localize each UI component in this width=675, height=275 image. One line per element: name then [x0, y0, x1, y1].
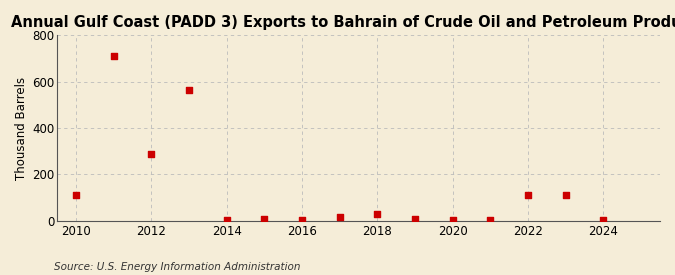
Title: Annual Gulf Coast (PADD 3) Exports to Bahrain of Crude Oil and Petroleum Product: Annual Gulf Coast (PADD 3) Exports to Ba… — [11, 15, 675, 30]
Point — [146, 152, 157, 156]
Point — [297, 218, 308, 222]
Point — [410, 217, 421, 221]
Point — [71, 193, 82, 197]
Point — [259, 217, 270, 221]
Point — [598, 218, 609, 222]
Point — [372, 212, 383, 216]
Point — [184, 88, 194, 92]
Point — [221, 218, 232, 222]
Point — [522, 193, 533, 197]
Point — [485, 218, 496, 222]
Y-axis label: Thousand Barrels: Thousand Barrels — [15, 76, 28, 180]
Point — [560, 193, 571, 197]
Point — [448, 218, 458, 222]
Point — [108, 54, 119, 58]
Point — [334, 214, 345, 219]
Text: Source: U.S. Energy Information Administration: Source: U.S. Energy Information Administ… — [54, 262, 300, 272]
